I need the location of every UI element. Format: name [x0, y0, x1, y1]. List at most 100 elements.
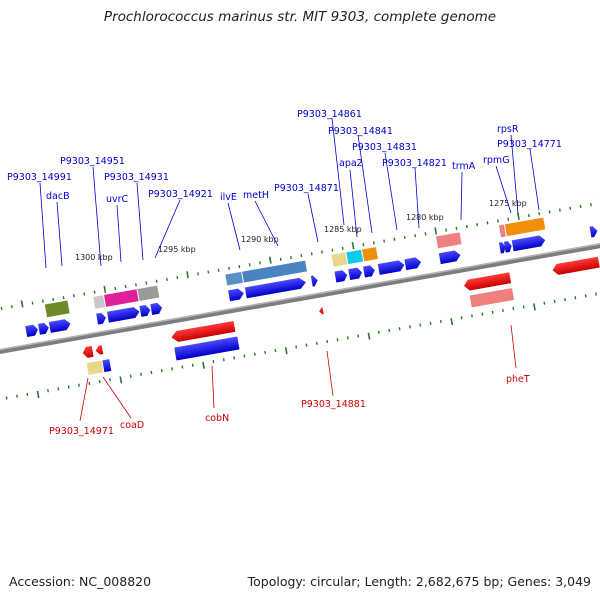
major-tick — [533, 303, 536, 311]
feature-block — [504, 217, 546, 237]
minor-tick — [259, 261, 261, 265]
cds-arrow-reverse — [319, 307, 324, 315]
minor-tick — [465, 224, 468, 229]
major-tick — [119, 376, 123, 384]
feature-block — [86, 360, 104, 375]
major-tick — [202, 361, 205, 369]
minor-tick — [16, 394, 18, 398]
minor-tick — [558, 208, 561, 212]
minor-tick — [362, 243, 365, 247]
minor-tick — [47, 389, 49, 393]
minor-tick — [62, 295, 65, 300]
gene-label: rpsR — [497, 124, 519, 135]
scale-ticks-upper — [0, 198, 600, 311]
forward-gene-labels: P9303_14991 dacB P9303_14951 uvrC P9303_… — [7, 109, 562, 269]
minor-tick — [414, 234, 417, 238]
cds-arrow-forward — [503, 241, 512, 253]
minor-tick — [543, 301, 546, 305]
minor-tick — [310, 252, 313, 256]
minor-tick — [331, 248, 334, 252]
minor-tick — [481, 312, 484, 316]
minor-tick — [408, 325, 411, 329]
minor-tick — [522, 305, 525, 309]
minor-tick — [569, 206, 572, 210]
minor-tick — [419, 323, 422, 327]
minor-tick — [253, 352, 256, 356]
minor-tick — [140, 372, 143, 376]
cds-arrow-forward — [498, 242, 506, 254]
minor-tick — [191, 363, 194, 367]
minor-tick — [321, 250, 324, 254]
cds-arrow-reverse — [171, 320, 236, 342]
gene-label: P9303_14861 — [297, 109, 362, 120]
feature-block — [137, 285, 160, 301]
gene-label: P9303_14821 — [382, 158, 447, 169]
gene-label: P9303_14991 — [7, 172, 72, 183]
feature-block — [242, 260, 308, 283]
major-tick — [367, 332, 371, 340]
gene-label: P9303_14831 — [352, 142, 417, 153]
minor-tick — [134, 283, 137, 287]
cds-arrow-forward — [363, 265, 375, 278]
minor-tick — [233, 356, 236, 360]
minor-tick — [305, 343, 308, 347]
gene-label: pheT — [506, 374, 530, 385]
scale-label: 1285 kbp — [324, 225, 362, 234]
minor-tick — [398, 327, 401, 331]
cds-arrow-forward — [511, 235, 546, 252]
feature-block — [104, 289, 139, 307]
minor-tick — [403, 235, 406, 240]
major-tick — [450, 317, 454, 326]
cds-arrow-forward — [25, 324, 39, 338]
accession-label: Accession: NC_008820 — [9, 574, 152, 589]
scale-label: 1280 kbp — [406, 213, 444, 222]
minor-tick — [171, 367, 174, 371]
minor-tick — [476, 223, 479, 227]
cds-arrow-forward — [150, 302, 163, 315]
major-tick — [36, 390, 40, 399]
cds-arrow-forward — [139, 305, 151, 317]
feature-block — [435, 232, 462, 249]
minor-tick — [129, 374, 132, 378]
gene-label: dacB — [46, 191, 70, 202]
minor-tick — [31, 301, 34, 305]
minor-tick — [67, 385, 70, 389]
minor-tick — [166, 277, 168, 281]
gene-label: rpmG — [483, 155, 510, 166]
feature-block — [102, 359, 112, 373]
cds-arrow-forward — [96, 312, 106, 325]
minor-tick — [98, 379, 101, 384]
minor-tick — [248, 263, 251, 267]
minor-tick — [26, 392, 29, 396]
cds-arrow-forward — [106, 307, 140, 323]
minor-tick — [584, 294, 587, 298]
forward-feature-blocks — [44, 217, 546, 318]
minor-tick — [445, 228, 448, 232]
minor-tick — [222, 358, 225, 362]
feature-block — [498, 224, 506, 238]
major-tick — [434, 227, 438, 235]
minor-tick — [295, 345, 298, 349]
minor-tick — [300, 254, 303, 258]
cds-arrow-forward — [48, 319, 71, 333]
cds-arrow-forward — [438, 250, 461, 265]
minor-tick — [471, 314, 473, 318]
minor-tick — [326, 339, 329, 344]
minor-tick — [455, 226, 458, 230]
minor-tick — [377, 330, 380, 334]
minor-tick — [579, 204, 582, 209]
minor-tick — [83, 292, 86, 296]
page-title: Prochlorococcus marinus str. MIT 9303, c… — [103, 9, 497, 25]
reverse-cds-arrows — [82, 256, 600, 358]
minor-tick — [486, 221, 489, 225]
minor-tick — [212, 359, 215, 364]
minor-tick — [388, 328, 391, 333]
scale-label: 1295 kbp — [158, 245, 196, 254]
gene-label: cobN — [205, 413, 229, 424]
gene-label: apa2 — [339, 158, 363, 169]
cds-arrow-forward — [348, 267, 363, 281]
cds-arrow-forward — [334, 270, 348, 283]
minor-tick — [553, 299, 556, 303]
cds-arrow-reverse — [95, 345, 104, 355]
gene-label: P9303_14931 — [104, 172, 169, 183]
